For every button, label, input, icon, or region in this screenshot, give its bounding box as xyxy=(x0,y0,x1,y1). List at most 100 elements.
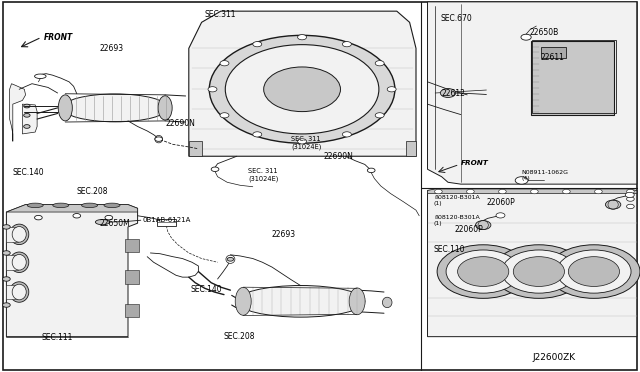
Bar xyxy=(6,227,18,242)
Text: 22690N: 22690N xyxy=(165,119,195,128)
Ellipse shape xyxy=(52,203,69,208)
Circle shape xyxy=(387,87,396,92)
Circle shape xyxy=(493,245,585,298)
Bar xyxy=(541,46,566,58)
Circle shape xyxy=(342,42,351,47)
Circle shape xyxy=(496,213,505,218)
Circle shape xyxy=(627,204,634,209)
Circle shape xyxy=(298,35,307,40)
Circle shape xyxy=(531,189,538,194)
Circle shape xyxy=(209,35,395,143)
Circle shape xyxy=(595,189,602,194)
Circle shape xyxy=(513,257,564,286)
Polygon shape xyxy=(428,190,637,337)
Bar xyxy=(531,41,614,115)
Circle shape xyxy=(220,113,229,118)
Text: 22612: 22612 xyxy=(442,89,465,98)
Circle shape xyxy=(467,189,474,194)
Polygon shape xyxy=(10,84,26,141)
Text: SEC.311: SEC.311 xyxy=(205,10,236,19)
Text: 22650B: 22650B xyxy=(530,28,559,37)
Bar xyxy=(125,239,139,252)
Bar xyxy=(157,219,176,226)
Circle shape xyxy=(73,214,81,218)
Text: SEC.111: SEC.111 xyxy=(42,333,73,342)
Circle shape xyxy=(24,113,30,117)
Circle shape xyxy=(375,113,384,118)
Ellipse shape xyxy=(10,252,29,272)
Circle shape xyxy=(225,45,379,134)
Circle shape xyxy=(568,257,620,286)
Circle shape xyxy=(3,303,10,307)
Ellipse shape xyxy=(35,74,46,78)
Ellipse shape xyxy=(12,284,26,300)
Circle shape xyxy=(3,251,10,255)
Ellipse shape xyxy=(383,297,392,308)
Circle shape xyxy=(375,61,384,66)
Ellipse shape xyxy=(28,203,44,208)
Ellipse shape xyxy=(158,96,172,120)
Circle shape xyxy=(105,215,113,220)
Ellipse shape xyxy=(12,227,26,242)
Text: SEC.670: SEC.670 xyxy=(440,14,472,23)
Circle shape xyxy=(342,132,351,137)
Text: SEC.140: SEC.140 xyxy=(191,285,222,294)
Circle shape xyxy=(625,192,634,198)
Circle shape xyxy=(367,168,375,173)
Circle shape xyxy=(458,257,509,286)
Text: 22060P: 22060P xyxy=(454,225,483,234)
Circle shape xyxy=(24,104,30,108)
Ellipse shape xyxy=(12,254,26,270)
Text: 22690N: 22690N xyxy=(323,153,353,161)
Circle shape xyxy=(3,277,10,281)
Circle shape xyxy=(627,197,634,201)
Bar xyxy=(6,255,18,270)
Bar xyxy=(125,304,139,317)
Circle shape xyxy=(208,87,217,92)
Circle shape xyxy=(446,250,520,293)
Circle shape xyxy=(253,42,262,47)
Ellipse shape xyxy=(95,219,109,225)
Ellipse shape xyxy=(10,282,29,302)
Circle shape xyxy=(437,245,529,298)
Text: SEC.208: SEC.208 xyxy=(77,187,108,196)
Circle shape xyxy=(557,250,631,293)
Text: 22611: 22611 xyxy=(541,53,564,62)
Circle shape xyxy=(605,200,621,209)
Circle shape xyxy=(211,167,219,171)
Circle shape xyxy=(24,125,30,128)
Circle shape xyxy=(155,137,163,141)
Text: SEC.140: SEC.140 xyxy=(13,169,44,177)
Ellipse shape xyxy=(62,94,168,122)
Text: FRONT: FRONT xyxy=(461,160,489,166)
Ellipse shape xyxy=(236,287,252,315)
Circle shape xyxy=(298,139,307,144)
Text: ß08120-B301A
(1): ß08120-B301A (1) xyxy=(434,215,479,226)
Text: ß08120-B301A
(1): ß08120-B301A (1) xyxy=(434,195,479,206)
Text: 0B1AB-6121A: 0B1AB-6121A xyxy=(142,217,191,223)
Circle shape xyxy=(3,225,10,229)
Text: SEC.208: SEC.208 xyxy=(224,332,255,341)
Circle shape xyxy=(264,67,340,112)
Text: 22693: 22693 xyxy=(272,230,296,239)
Bar xyxy=(532,40,616,113)
Ellipse shape xyxy=(349,288,365,315)
Text: 22693: 22693 xyxy=(99,44,124,53)
Polygon shape xyxy=(6,205,138,212)
Ellipse shape xyxy=(237,286,365,317)
Bar xyxy=(125,270,139,284)
Polygon shape xyxy=(406,141,416,156)
Ellipse shape xyxy=(82,203,98,208)
Circle shape xyxy=(476,221,491,230)
Polygon shape xyxy=(428,2,637,184)
Circle shape xyxy=(499,189,506,194)
Circle shape xyxy=(563,189,570,194)
Circle shape xyxy=(435,189,442,194)
Polygon shape xyxy=(6,205,138,337)
Circle shape xyxy=(220,61,229,66)
Polygon shape xyxy=(189,11,416,156)
Circle shape xyxy=(253,132,262,137)
Circle shape xyxy=(502,250,576,293)
Circle shape xyxy=(521,34,531,40)
Circle shape xyxy=(627,189,634,194)
